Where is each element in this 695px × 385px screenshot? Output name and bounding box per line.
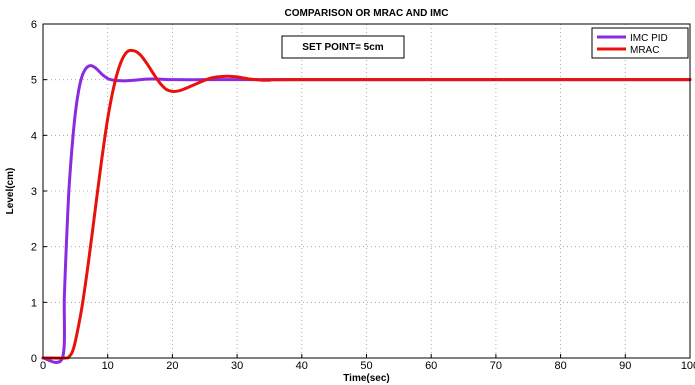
y-tick-label: 0	[31, 353, 37, 365]
y-tick-label: 1	[31, 297, 37, 309]
y-tick-label: 2	[31, 242, 37, 254]
x-tick-label: 40	[296, 360, 308, 372]
x-tick-label: 80	[554, 360, 566, 372]
legend-entry-label: IMC PID	[630, 33, 668, 44]
x-tick-label: 10	[102, 360, 114, 372]
series-line-imc-pid	[41, 64, 692, 364]
series-layer	[41, 48, 692, 364]
y-tick-label: 5	[31, 75, 37, 87]
x-tick-label: 70	[490, 360, 502, 372]
setpoint-annotation-box	[281, 35, 405, 59]
chart-title: COMPARISON OR MRAC AND IMC	[285, 8, 449, 19]
y-tick-label: 4	[31, 130, 37, 142]
series-line-mrac	[41, 48, 692, 360]
setpoint-annotation-text: SET POINT= 5cm	[302, 42, 384, 53]
x-tick-label: 90	[619, 360, 631, 372]
y-tick-label: 3	[31, 186, 37, 198]
x-tick-label: 0	[40, 360, 46, 372]
y-tick-label: 6	[31, 19, 37, 31]
x-tick-label: 30	[231, 360, 243, 372]
legend-box	[591, 27, 689, 59]
x-tick-label: 100	[681, 360, 695, 372]
x-tick-label: 20	[166, 360, 178, 372]
x-tick-label: 60	[425, 360, 437, 372]
x-axis-label: Time(sec)	[343, 373, 390, 384]
x-axis: 0 10 20 30 40 50 60 70 80 90 100	[40, 354, 695, 372]
x-tick-label: 50	[360, 360, 372, 372]
y-axis-label: Level(cm)	[5, 168, 16, 215]
setpoint-annotation: SET POINT= 5cm	[281, 35, 405, 59]
legend-entry-label: MRAC	[630, 45, 659, 56]
y-axis: 0 1 2 3 4 5 6	[31, 19, 47, 365]
